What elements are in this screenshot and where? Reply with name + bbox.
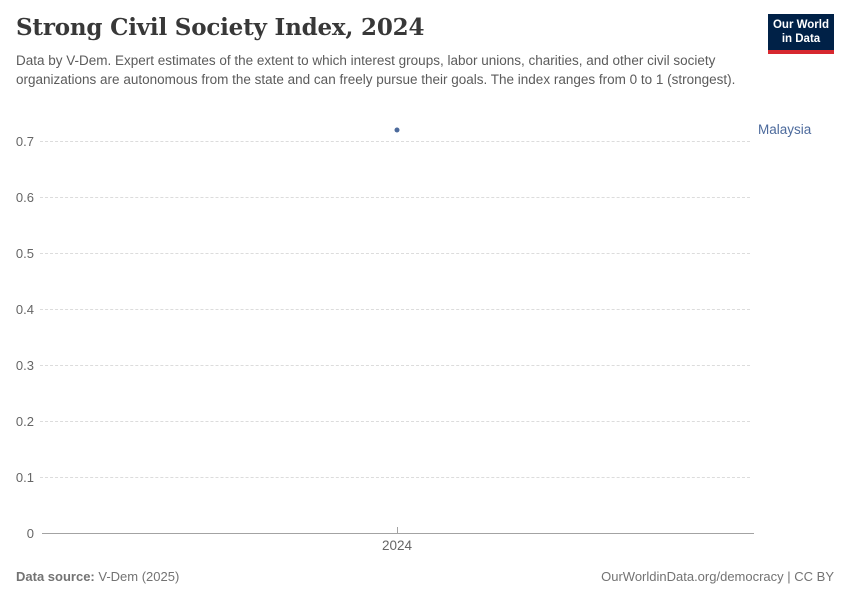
gridline [40, 197, 750, 198]
y-axis-tick-label: 0.6 [15, 190, 34, 205]
y-axis-tick-label: 0.4 [15, 302, 34, 317]
gridline [40, 309, 750, 310]
entity-label-malaysia[interactable]: Malaysia [758, 121, 812, 137]
y-axis-tick-label: 0.7 [15, 134, 34, 149]
owid-logo-line1: Our World [772, 19, 829, 31]
x-axis-tick [397, 527, 398, 533]
owid-logo-line2: in Data [781, 32, 821, 45]
data-source: Data source: V-Dem (2025) [16, 569, 179, 584]
gridline [40, 141, 750, 142]
owid-url-license-link[interactable]: OurWorldinData.org/democracy | CC BY [601, 569, 834, 584]
gridline [40, 253, 750, 254]
y-axis-tick-label: 0.1 [15, 470, 34, 485]
chart-subtitle: Data by V-Dem. Expert estimates of the e… [16, 53, 736, 87]
data-point-malaysia[interactable] [394, 127, 400, 133]
owid-logo[interactable]: Our World in Data [768, 14, 834, 54]
y-axis-tick-label: 0 [26, 526, 34, 541]
gridline [40, 477, 750, 478]
page-title: Strong Civil Society Index, 2024 [16, 14, 425, 41]
y-axis-tick-label: 0.3 [15, 358, 34, 373]
gridline [40, 421, 750, 422]
data-source-label: Data source: [16, 569, 95, 584]
x-axis-tick-label: 2024 [381, 538, 413, 553]
y-axis-tick-label: 0.2 [15, 414, 34, 429]
gridline [40, 365, 750, 366]
chart-footer: Data source: V-Dem (2025) OurWorldinData… [16, 569, 834, 584]
data-source-value: V-Dem (2025) [98, 569, 180, 584]
y-axis-tick-label: 0.5 [15, 246, 34, 261]
x-axis-line [42, 533, 754, 534]
